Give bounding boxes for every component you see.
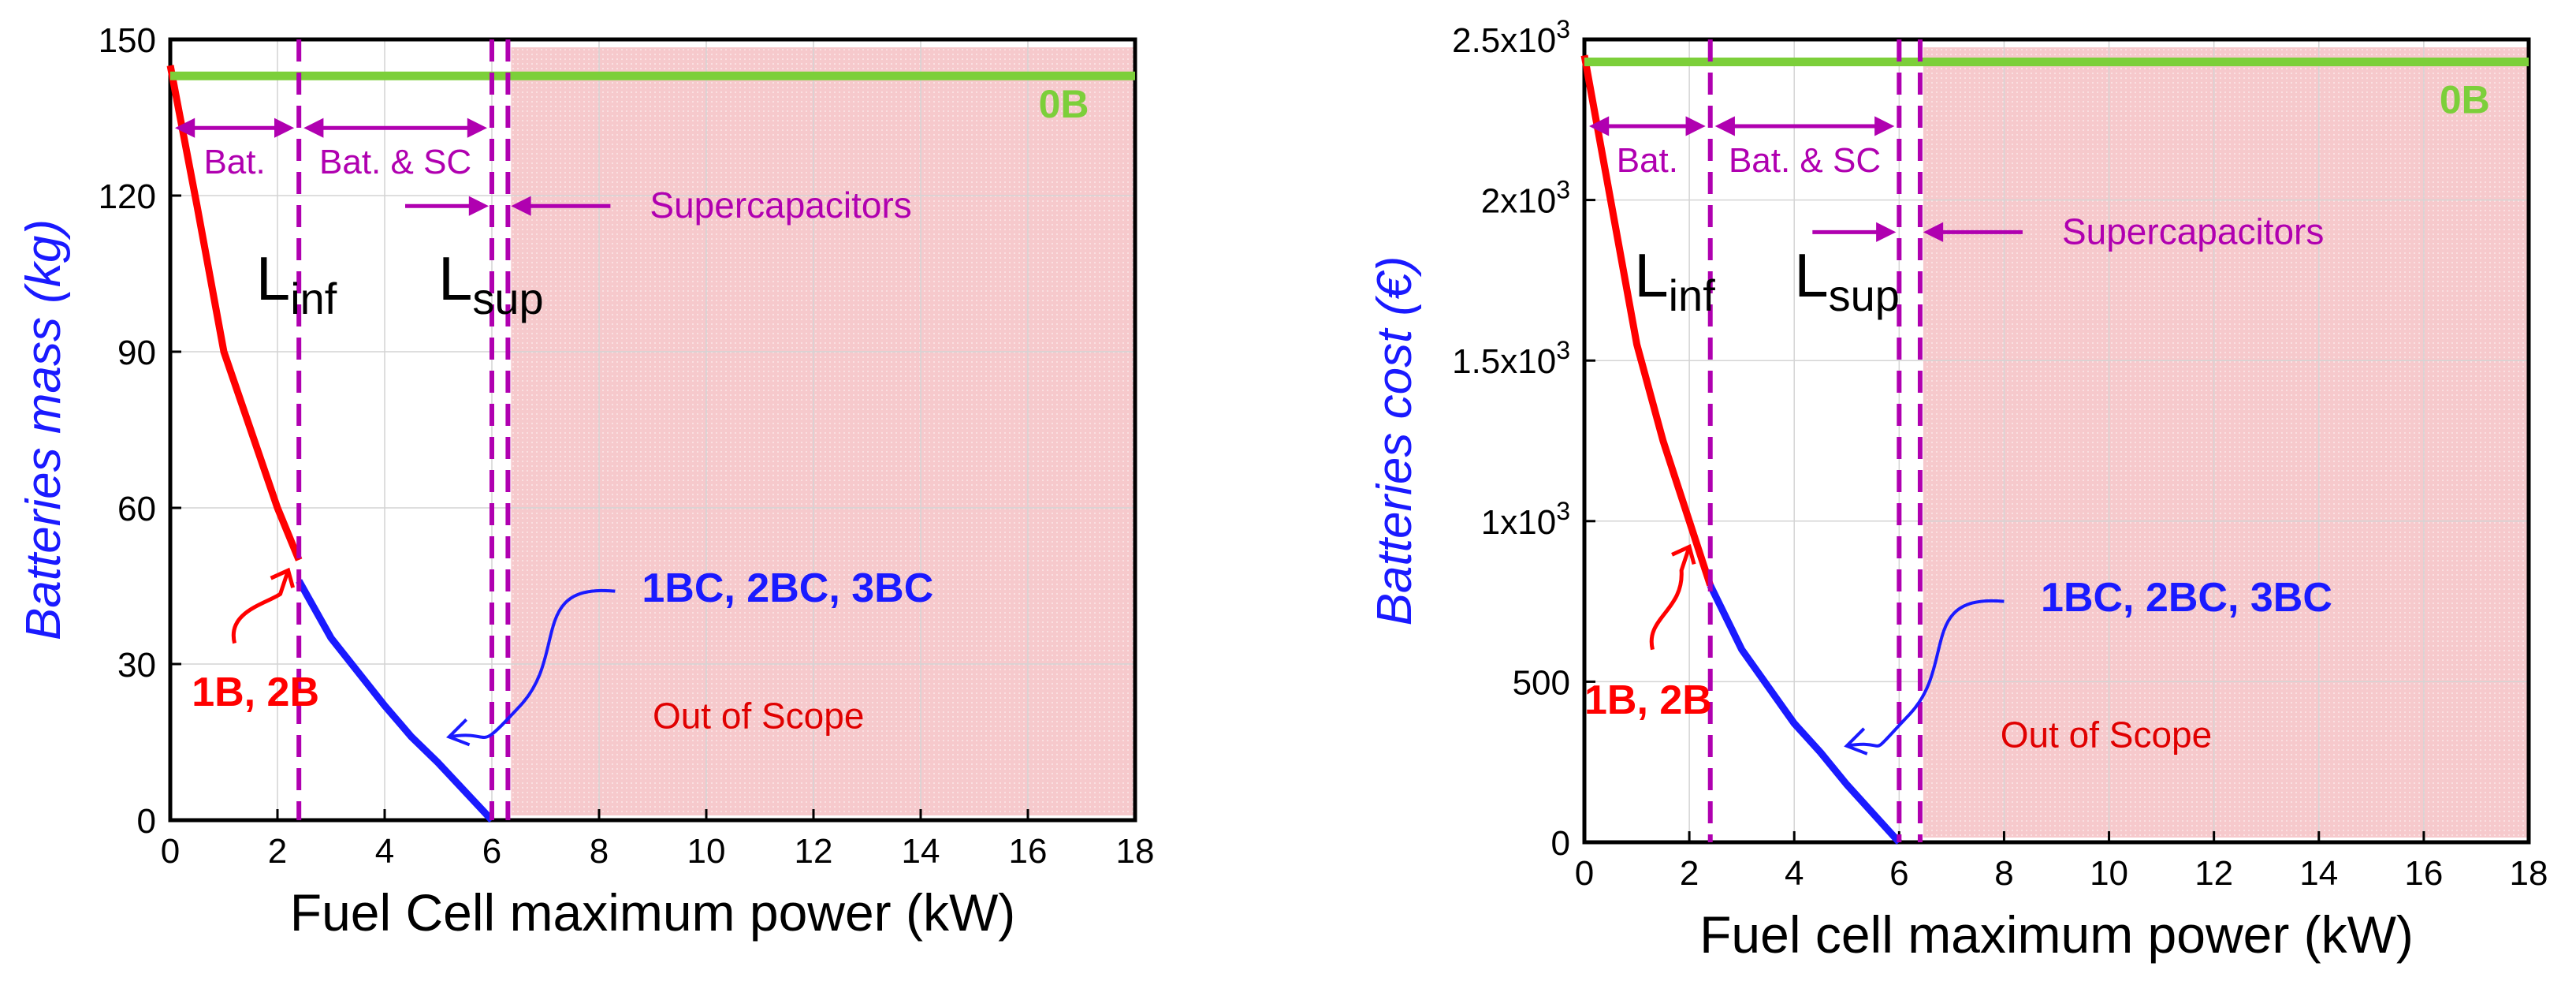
x-tick-label: 2 bbox=[268, 832, 287, 871]
pointer-red-curve bbox=[1649, 546, 1692, 651]
x-tick-label: 4 bbox=[375, 832, 394, 871]
y-tick-label: 90 bbox=[117, 334, 156, 372]
x-tick-label: 16 bbox=[1009, 832, 1048, 871]
y-tick-label: 1.5x103 bbox=[1452, 336, 1570, 381]
x-tick-label: 12 bbox=[2194, 854, 2233, 893]
supercapacitors-label: Supercapacitors bbox=[650, 185, 911, 226]
out-of-scope-region bbox=[511, 47, 1135, 815]
arrowhead bbox=[467, 118, 487, 138]
out-of-scope-label: Out of Scope bbox=[2001, 714, 2213, 756]
l-sup-label: Lsup bbox=[438, 244, 544, 323]
y-tick-label: 30 bbox=[117, 646, 156, 685]
region-label: Bat. & SC bbox=[319, 143, 471, 181]
x-tick-label: 2 bbox=[1680, 854, 1699, 893]
arrowhead bbox=[175, 118, 195, 138]
pointer-blue-curve bbox=[449, 588, 616, 739]
l-inf-label: Linf bbox=[1634, 241, 1715, 320]
y-axis-label: Batteries mass (kg) bbox=[17, 219, 71, 640]
y-tick-label: 2x103 bbox=[1481, 176, 1570, 221]
label-0b: 0B bbox=[2440, 78, 2490, 122]
pointer-blue-head bbox=[1844, 727, 1868, 756]
supercapacitors-label: Supercapacitors bbox=[2062, 211, 2324, 252]
y-tick-label: 150 bbox=[99, 21, 156, 60]
out-of-scope-label: Out of Scope bbox=[653, 695, 865, 736]
x-axis-label: Fuel cell maximum power (kW) bbox=[1699, 905, 2414, 964]
x-tick-label: 6 bbox=[1889, 854, 1908, 893]
label-1b-2b: 1B, 2B bbox=[1584, 677, 1712, 723]
x-tick-label: 0 bbox=[161, 832, 180, 871]
arrowhead bbox=[511, 196, 531, 216]
x-tick-label: 16 bbox=[2404, 854, 2443, 893]
arrowhead bbox=[1923, 222, 1944, 242]
arrowhead bbox=[1874, 116, 1895, 136]
y-tick-label: 120 bbox=[99, 177, 156, 216]
region-label: Bat. & SC bbox=[1729, 141, 1881, 180]
l-sup-label: Lsup bbox=[1794, 241, 1900, 320]
x-tick-label: 14 bbox=[2299, 854, 2338, 893]
y-tick-label: 500 bbox=[1513, 663, 1570, 702]
chart-mass: 0 2 4 6 8 10 12 14 16 18 0 30 60 90 120 150 Fuel Cell ma… bbox=[17, 21, 1154, 942]
pointer-red-head bbox=[1671, 543, 1696, 565]
label-1bc-2bc-3bc: 1BC, 2BC, 3BC bbox=[642, 565, 933, 611]
x-tick-label: 0 bbox=[1575, 854, 1594, 893]
arrowhead bbox=[468, 196, 489, 216]
x-tick-label: 14 bbox=[902, 832, 940, 871]
x-tick-label: 4 bbox=[1785, 854, 1804, 893]
region-label: Bat. bbox=[1617, 141, 1678, 180]
chart-cost: 0 2 4 6 8 10 12 14 16 18 0 500 1x103 1.5x103 2x103 2.5x… bbox=[1368, 15, 2548, 964]
series-line-blue bbox=[1707, 584, 1902, 845]
arrowhead bbox=[1685, 116, 1706, 136]
arrowhead bbox=[1714, 116, 1735, 136]
plot-frame bbox=[168, 37, 1137, 823]
y-tick-label: 0 bbox=[1551, 824, 1570, 863]
arrowhead bbox=[303, 118, 324, 138]
x-tick-label: 8 bbox=[590, 832, 609, 871]
arrowhead bbox=[274, 118, 295, 138]
pointer-blue-head bbox=[446, 718, 471, 747]
x-tick-label: 18 bbox=[2510, 854, 2548, 893]
y-axis-label: Batteries cost (€) bbox=[1368, 256, 1422, 626]
plot-frame bbox=[1582, 37, 2531, 845]
label-1b-2b: 1B, 2B bbox=[192, 670, 319, 715]
x-tick-label: 8 bbox=[1994, 854, 2013, 893]
region-label: Bat. bbox=[203, 143, 265, 181]
x-tick-label: 6 bbox=[482, 832, 501, 871]
y-tick-label: 0 bbox=[137, 802, 156, 841]
x-axis-label: Fuel Cell maximum power (kW) bbox=[290, 883, 1015, 942]
y-tick-label: 1x103 bbox=[1481, 497, 1570, 542]
series-line-red bbox=[1580, 54, 1714, 587]
pointer-blue-curve bbox=[1846, 599, 2005, 748]
x-tick-label: 10 bbox=[687, 832, 726, 871]
x-tick-label: 10 bbox=[2090, 854, 2128, 893]
arrowhead bbox=[1876, 222, 1897, 242]
out-of-scope-region bbox=[1923, 47, 2529, 838]
pointer-red-curve bbox=[231, 569, 290, 644]
series-line-blue bbox=[296, 579, 495, 823]
y-tick-label: 2.5x103 bbox=[1452, 15, 1570, 60]
series-line-red bbox=[166, 65, 303, 562]
l-inf-label: Linf bbox=[256, 244, 337, 323]
label-1bc-2bc-3bc: 1BC, 2BC, 3BC bbox=[2041, 575, 2332, 621]
label-0b: 0B bbox=[1039, 82, 1089, 126]
x-tick-label: 12 bbox=[795, 832, 833, 871]
y-tick-label: 60 bbox=[117, 490, 156, 528]
pointer-red-head bbox=[270, 567, 296, 588]
x-tick-label: 18 bbox=[1116, 832, 1155, 871]
arrowhead bbox=[1589, 116, 1610, 136]
